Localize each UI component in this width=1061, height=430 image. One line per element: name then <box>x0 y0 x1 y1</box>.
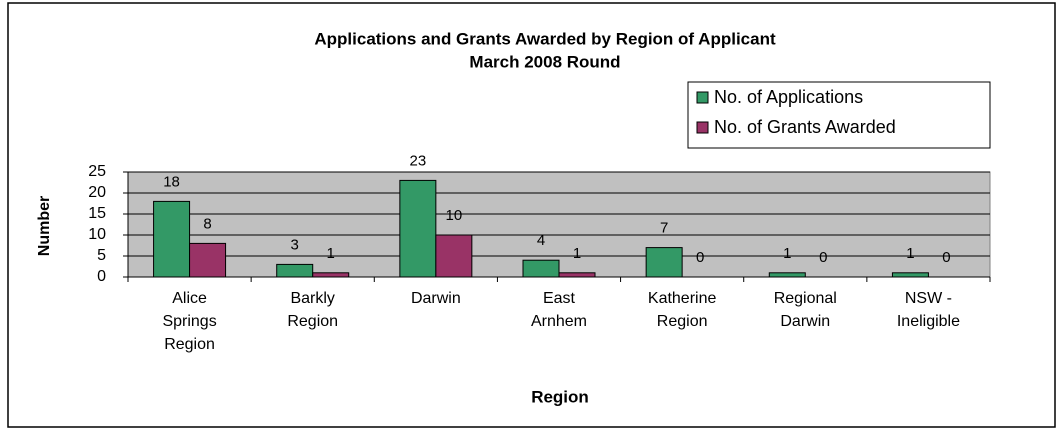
data-label: 10 <box>446 207 463 224</box>
y-tick-label: 15 <box>88 205 106 222</box>
data-label: 0 <box>819 249 827 266</box>
y-tick-label: 0 <box>97 268 106 285</box>
chart-subtitle: March 2008 Round <box>469 52 620 71</box>
bar <box>558 272 596 278</box>
legend-label: No. of Applications <box>714 87 863 107</box>
legend-swatch <box>696 121 709 134</box>
legend-label: No. of Grants Awarded <box>714 117 896 137</box>
legend-box <box>687 81 991 149</box>
data-label: 1 <box>783 245 791 262</box>
bar <box>153 200 191 278</box>
bar <box>768 272 806 278</box>
data-label: 1 <box>327 245 335 262</box>
data-label: 8 <box>203 215 211 232</box>
bar <box>312 272 350 278</box>
data-label: 0 <box>942 249 950 266</box>
x-tick-label: Darwin <box>410 290 461 307</box>
x-axis-title: Region <box>531 387 589 406</box>
x-tick-label: East Arnhem <box>530 290 588 330</box>
x-tick-label: Katherine Region <box>647 290 717 330</box>
x-tick-label: Regional Darwin <box>773 290 837 330</box>
bar <box>189 242 227 278</box>
bar <box>891 272 929 278</box>
bar <box>276 263 314 278</box>
data-label: 4 <box>537 232 545 249</box>
data-label: 0 <box>696 249 704 266</box>
y-tick-label: 25 <box>88 163 106 180</box>
data-label: 1 <box>573 245 581 262</box>
chart-title: Applications and Grants Awarded by Regio… <box>314 29 776 48</box>
data-label: 7 <box>660 220 668 237</box>
data-label: 18 <box>163 173 180 190</box>
x-tick-label: NSW - Ineligible <box>896 290 960 330</box>
data-label: 1 <box>906 245 914 262</box>
data-label: 23 <box>410 152 427 169</box>
y-tick-label: 10 <box>88 226 106 243</box>
y-tick-label: 5 <box>97 247 106 264</box>
x-tick-label: Alice Springs Region <box>162 290 217 353</box>
y-axis-title: Number <box>36 196 53 256</box>
bar <box>435 234 473 278</box>
bar <box>645 247 683 278</box>
x-tick-label: Barkly Region <box>287 290 339 330</box>
y-tick-label: 20 <box>88 184 106 201</box>
bar <box>522 259 560 278</box>
bar <box>399 179 437 278</box>
data-label: 3 <box>291 236 299 253</box>
legend-swatch <box>696 91 709 104</box>
